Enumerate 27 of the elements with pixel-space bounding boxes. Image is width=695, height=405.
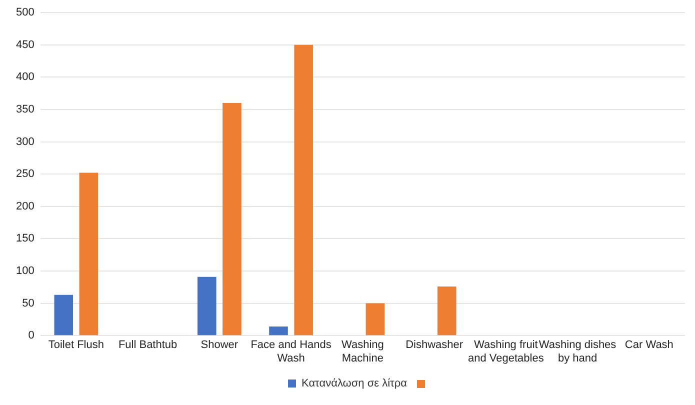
y-tick-label: 0 <box>28 330 34 342</box>
bar <box>79 172 98 336</box>
y-tick-label: 150 <box>16 232 34 245</box>
bar <box>366 303 385 336</box>
y-tick-label: 400 <box>16 71 34 84</box>
y-tick-label: 250 <box>16 168 34 180</box>
bar <box>197 276 216 336</box>
y-tick-label: 100 <box>16 265 34 278</box>
bar <box>54 294 74 336</box>
y-tick-label: 350 <box>16 104 34 116</box>
x-tick-label: Shower <box>200 339 238 352</box>
y-tick-label: 50 <box>22 297 34 310</box>
y-tick-label: 200 <box>16 200 34 212</box>
y-tick-label: 500 <box>16 6 34 19</box>
x-tick-label: Dishwasher <box>406 339 464 352</box>
x-tick-label: Toilet Flush <box>48 339 104 352</box>
bar <box>222 103 242 336</box>
x-tick-label: Face and Hands Wash <box>250 339 332 364</box>
x-tick-label: Full Bathtub <box>118 339 178 352</box>
bar <box>294 44 313 336</box>
x-tick-label: Washing Machine <box>341 339 384 364</box>
x-tick-label: Car Wash <box>624 339 674 352</box>
bar <box>269 326 288 336</box>
bar <box>437 286 456 336</box>
legend-label: Κατανάλωση σε λίτρα <box>301 378 408 390</box>
y-tick-label: 450 <box>16 38 34 51</box>
y-tick-label: 300 <box>16 136 34 148</box>
